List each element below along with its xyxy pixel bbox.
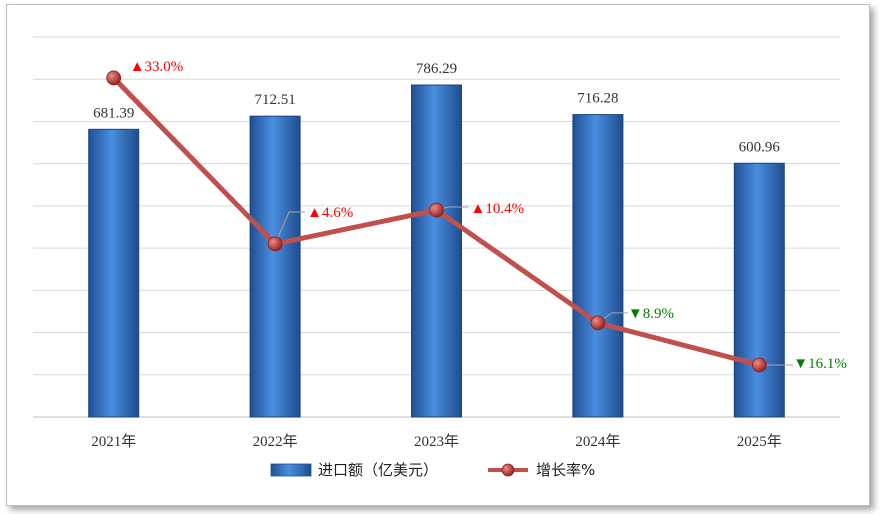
x-tick-label: 2023年 bbox=[414, 433, 459, 450]
growth-point bbox=[106, 70, 122, 86]
growth-point bbox=[429, 202, 444, 218]
line-series bbox=[106, 70, 794, 373]
growth-rate-label: ▲33.0% bbox=[130, 59, 184, 75]
growth-rate-label: ▲4.6% bbox=[307, 205, 353, 221]
x-tick-label: 2024年 bbox=[575, 433, 620, 450]
legend-bar-label: 进口额（亿美元） bbox=[318, 461, 438, 479]
bar-value-label: 600.96 bbox=[739, 139, 781, 155]
label-leader-line bbox=[274, 211, 306, 245]
legend: 进口额（亿美元） 增长率% bbox=[270, 461, 595, 479]
x-tick-label: 2025年 bbox=[737, 433, 782, 450]
bar-value-label: 712.51 bbox=[254, 92, 295, 108]
bar-value-label: 681.39 bbox=[93, 105, 134, 121]
legend-bar-swatch bbox=[270, 463, 312, 477]
bar bbox=[411, 84, 462, 418]
growth-rate-label: ▼16.1% bbox=[793, 356, 847, 372]
bar bbox=[249, 115, 301, 418]
bar bbox=[572, 114, 624, 418]
legend-line-label: 增长率% bbox=[536, 461, 595, 479]
gridlines bbox=[33, 36, 840, 418]
bar-value-label: 786.29 bbox=[416, 61, 457, 77]
x-tick-label: 2022年 bbox=[253, 433, 298, 450]
growth-point bbox=[590, 315, 606, 331]
growth-point bbox=[751, 357, 767, 373]
data-labels: 681.39 712.51 786.29 716.28 600.96 ▲33.0% ▲4.6… bbox=[93, 59, 847, 372]
growth-rate-label: ▼8.9% bbox=[628, 306, 674, 322]
bar bbox=[733, 162, 785, 418]
x-axis: 2021年 2022年 2023年 2024年 2025年 bbox=[91, 433, 782, 450]
x-tick-label: 2021年 bbox=[91, 433, 136, 450]
legend-line-marker bbox=[501, 463, 515, 477]
bar-value-label: 716.28 bbox=[577, 91, 618, 107]
growth-rate-label: ▲10.4% bbox=[471, 201, 525, 217]
bar-series bbox=[88, 84, 785, 418]
growth-point bbox=[267, 236, 283, 252]
bar bbox=[88, 128, 140, 418]
